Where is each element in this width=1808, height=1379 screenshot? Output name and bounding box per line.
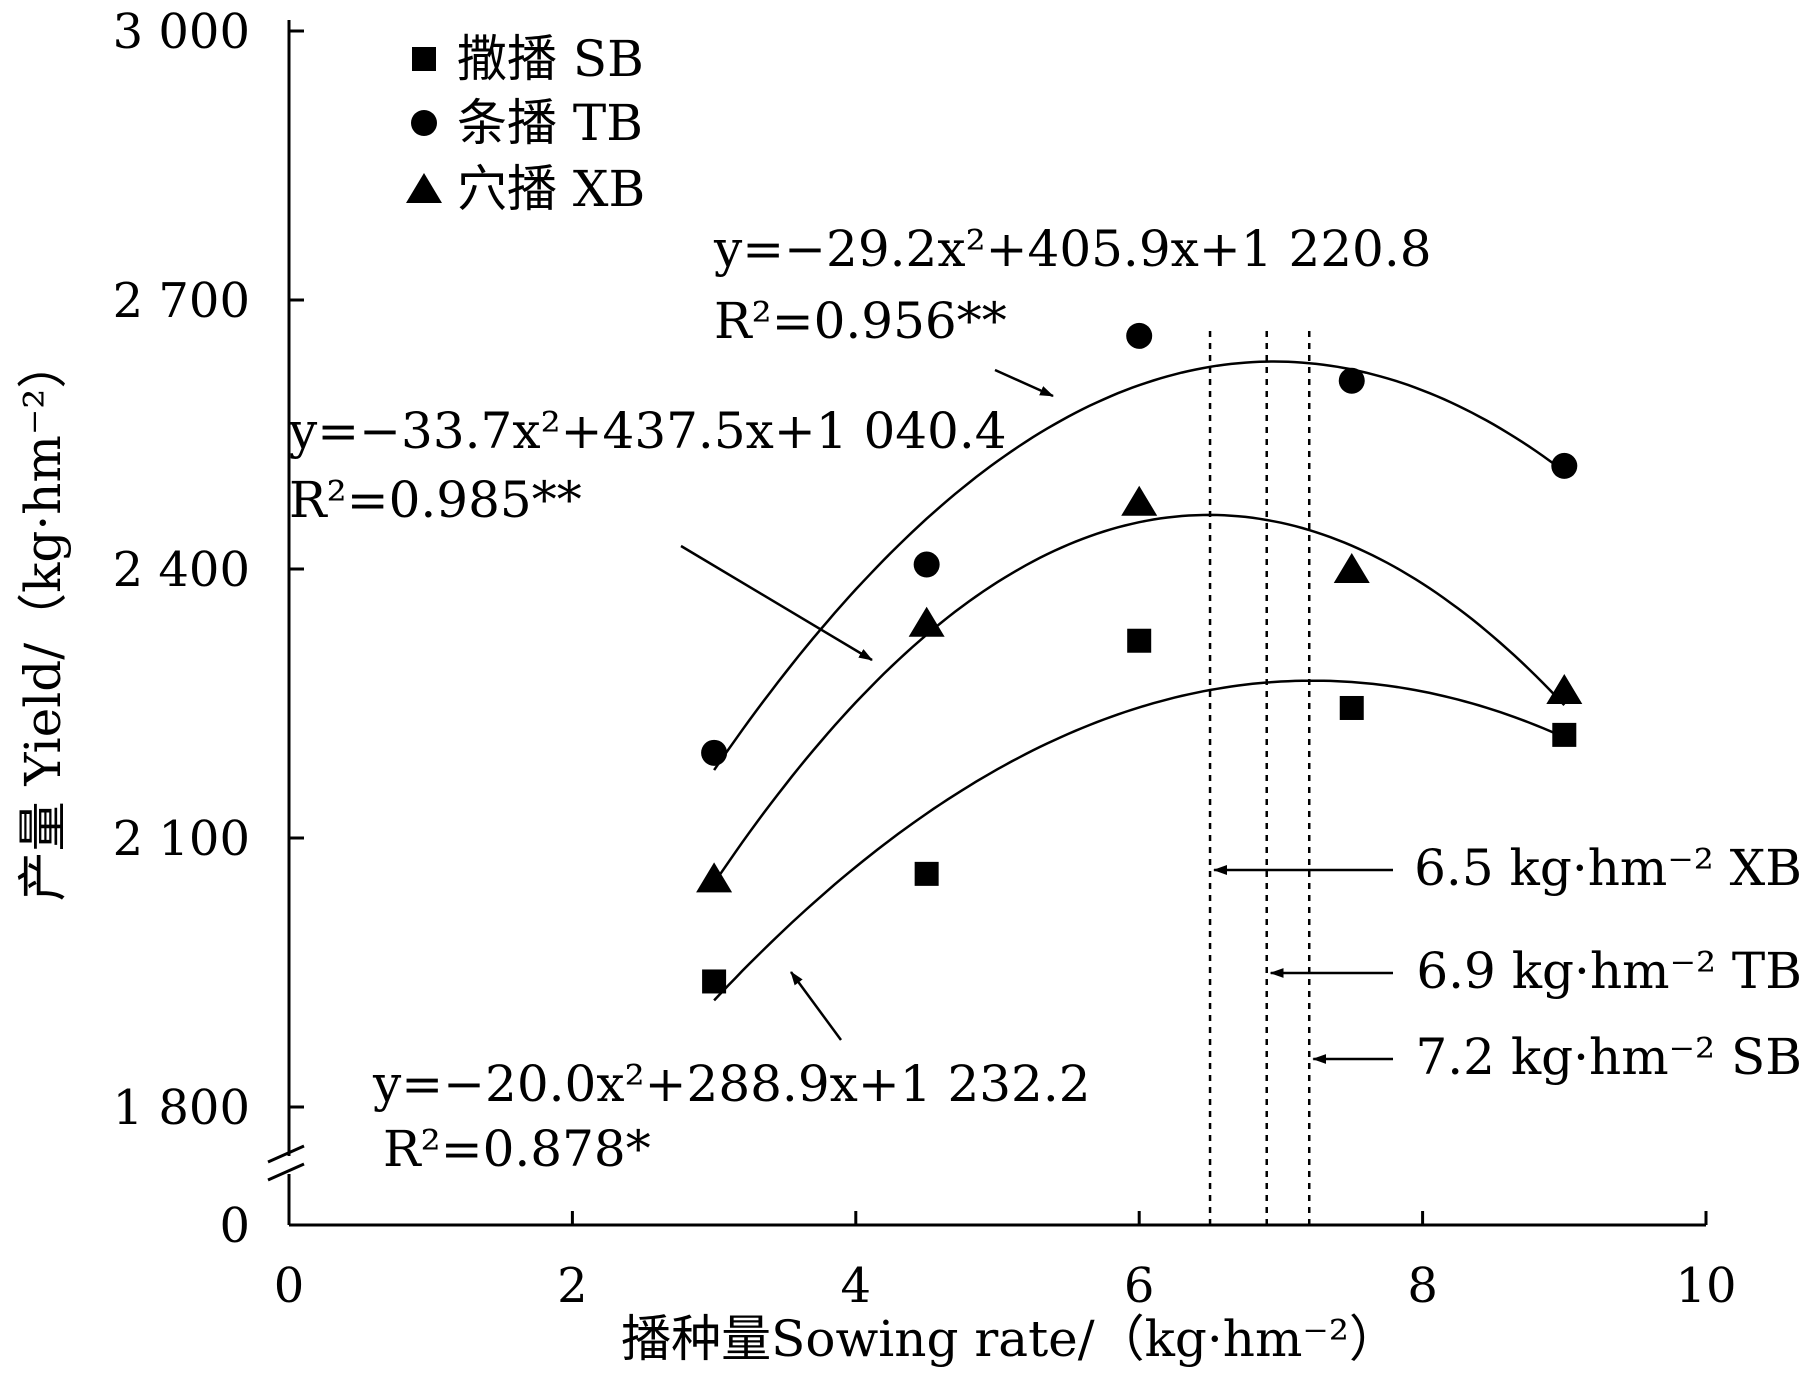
point-circle: [701, 739, 728, 766]
optimum-label-square: 7.2 kg·hm⁻² SB: [1415, 1028, 1802, 1086]
point-square: [914, 861, 939, 886]
point-triangle: [1121, 485, 1158, 516]
fitted-curves: [713, 360, 1566, 1002]
x-tick-label: 2: [557, 1258, 588, 1314]
axis-break-mark: [267, 1162, 305, 1182]
x-tick-label: 10: [1675, 1258, 1736, 1314]
y-tick-label: 1 800: [113, 1080, 250, 1136]
fit-curve-square: [713, 679, 1565, 1002]
y-tick-label-zero: 0: [219, 1198, 250, 1254]
equation-triangle: y=−33.7x²+437.5x+1 040.4: [288, 402, 1007, 460]
y-tick-label: 2 700: [113, 273, 250, 329]
y-tick-label: 2 100: [113, 811, 250, 867]
fit-curve-triangle: [713, 513, 1566, 884]
point-circle: [1126, 322, 1153, 349]
x-tick-label: 0: [274, 1258, 305, 1314]
point-circle: [913, 551, 940, 578]
equation-arrow-triangle: [680, 544, 873, 662]
point-square: [1339, 695, 1364, 720]
point-square: [1127, 628, 1152, 653]
legend: 撒播 SB 条播 TB 穴播 XB: [406, 30, 645, 218]
axis-break-mark: [267, 1144, 305, 1164]
point-triangle: [1333, 553, 1370, 583]
x-tick-label: 8: [1407, 1258, 1438, 1314]
r-squared-circle: R²=0.956**: [714, 292, 1007, 350]
legend-marker-triangle: [406, 173, 442, 203]
legend-marker-square: [412, 47, 436, 71]
equation-circle: y=−29.2x²+405.9x+1 220.8: [713, 220, 1432, 278]
equation-square: y=−20.0x²+288.9x+1 232.2: [372, 1055, 1091, 1113]
axes: 0 2 4 6 8 10 1 800 2 100 2 400 2 700 3 000 0: [113, 4, 1737, 1314]
optimum-label-circle: 6.9 kg·hm⁻² TB: [1416, 942, 1802, 1000]
r-squared-triangle: R²=0.985**: [289, 471, 582, 529]
equation-annotations: y=−20.0x²+288.9x+1 232.2 R²=0.878* y=−29.2…: [288, 220, 1432, 1178]
legend-label-square: 撒播 SB: [457, 30, 644, 88]
legend-label-triangle: 穴播 XB: [457, 160, 645, 218]
fit-curve-circle: [713, 360, 1566, 771]
point-triangle: [1546, 674, 1583, 705]
y-axis-title: 产量 Yield/（kg·hm⁻²）: [14, 339, 72, 902]
point-square: [702, 969, 727, 994]
point-circle: [1551, 452, 1578, 479]
x-tick-label: 4: [841, 1258, 872, 1314]
y-tick-label: 2 400: [113, 542, 250, 598]
x-axis-title: 播种量Sowing rate/（kg·hm⁻²）: [621, 1310, 1399, 1368]
y-tick-label: 3 000: [113, 4, 250, 60]
data-points: [696, 322, 1583, 994]
point-triangle: [908, 606, 945, 637]
legend-marker-circle: [411, 110, 437, 136]
equation-arrow-circle: [994, 368, 1054, 398]
point-triangle: [696, 862, 733, 893]
optimum-guide-lines: 7.2 kg·hm⁻² SB 6.9 kg·hm⁻² TB 6.5 kg·hm⁻² …: [1208, 331, 1802, 1225]
optimum-label-triangle: 6.5 kg·hm⁻² XB: [1414, 839, 1802, 897]
equation-arrow-square: [789, 971, 843, 1041]
point-circle: [1338, 367, 1365, 394]
r-squared-square: R²=0.878*: [383, 1120, 651, 1178]
x-tick-label: 6: [1124, 1258, 1155, 1314]
point-square: [1552, 722, 1577, 747]
legend-label-circle: 条播 TB: [457, 94, 643, 152]
